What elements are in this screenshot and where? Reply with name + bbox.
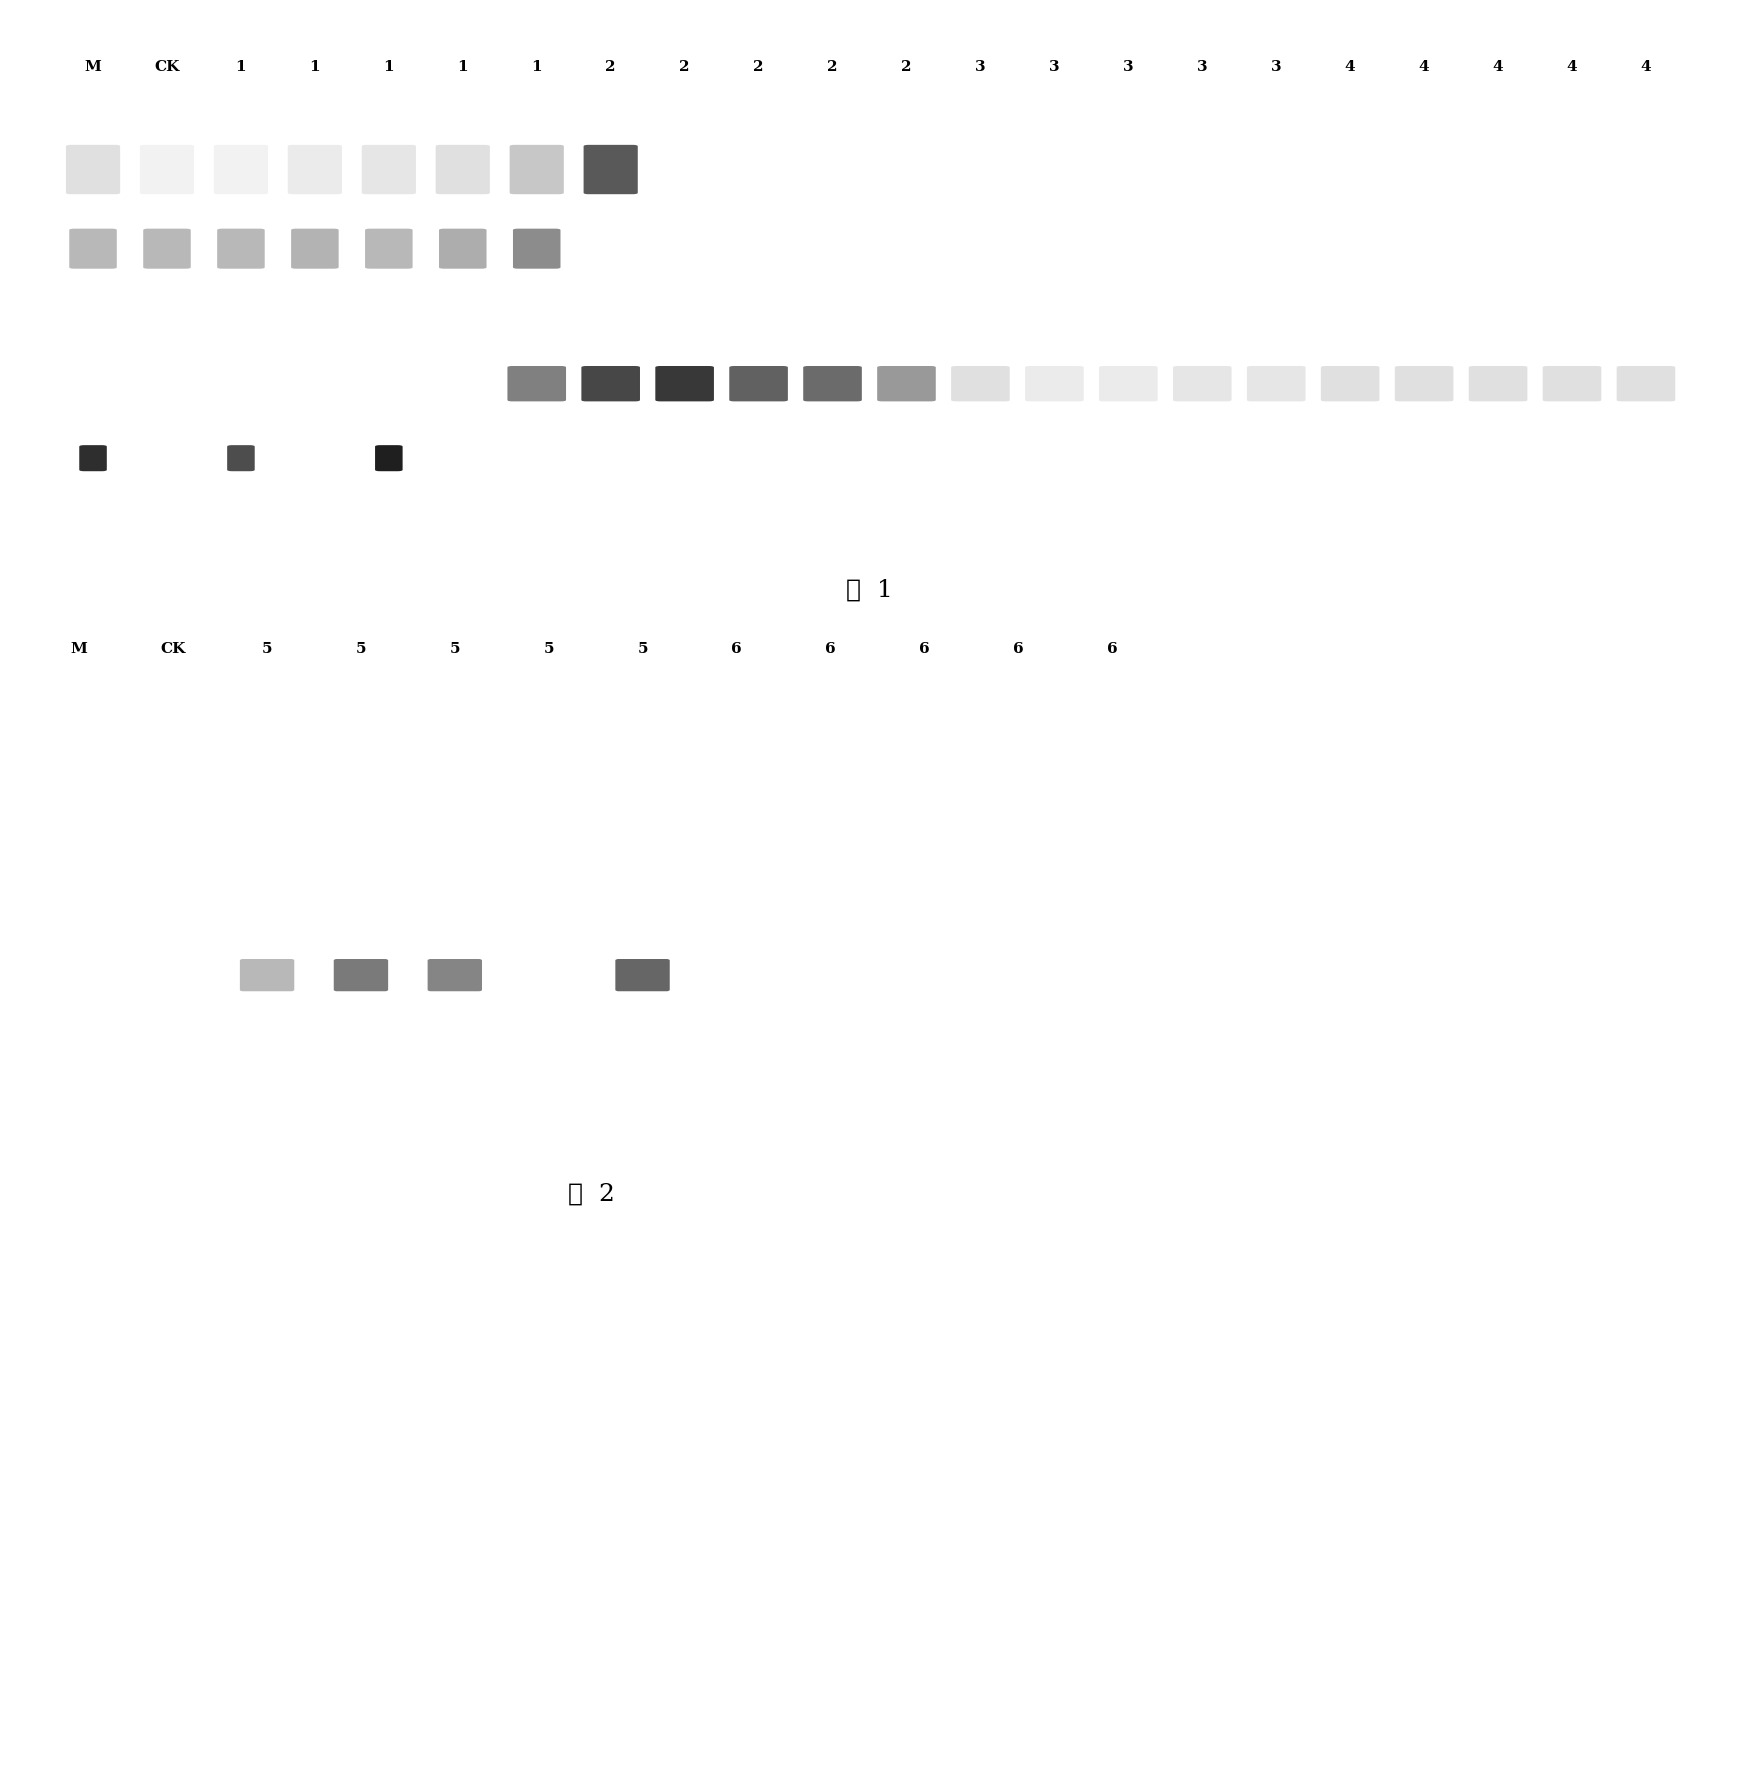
FancyBboxPatch shape: [656, 366, 715, 402]
FancyBboxPatch shape: [428, 960, 482, 992]
Text: M: M: [71, 641, 87, 656]
Text: 1: 1: [457, 60, 468, 75]
FancyBboxPatch shape: [240, 960, 294, 992]
Text: 6: 6: [1106, 641, 1116, 656]
FancyBboxPatch shape: [584, 146, 638, 194]
Text: 2: 2: [901, 60, 911, 75]
FancyBboxPatch shape: [1395, 366, 1454, 402]
Text: 4: 4: [1419, 60, 1429, 75]
Text: 4: 4: [1640, 60, 1652, 75]
Text: 3: 3: [976, 60, 986, 75]
Text: 2: 2: [605, 60, 616, 75]
FancyBboxPatch shape: [290, 229, 339, 268]
Text: 6: 6: [824, 641, 835, 656]
FancyBboxPatch shape: [334, 960, 388, 992]
FancyBboxPatch shape: [510, 146, 563, 194]
Text: 5: 5: [636, 641, 649, 656]
Text: CK: CK: [160, 641, 186, 656]
FancyBboxPatch shape: [66, 146, 120, 194]
FancyBboxPatch shape: [139, 146, 195, 194]
Text: 4: 4: [1567, 60, 1577, 75]
FancyBboxPatch shape: [876, 366, 936, 402]
FancyBboxPatch shape: [214, 146, 268, 194]
FancyBboxPatch shape: [1247, 366, 1306, 402]
Text: 2: 2: [828, 60, 838, 75]
Text: 图  2: 图 2: [569, 1183, 614, 1205]
Text: 3: 3: [1049, 60, 1059, 75]
FancyBboxPatch shape: [1469, 366, 1527, 402]
FancyBboxPatch shape: [581, 366, 640, 402]
Text: 1: 1: [532, 60, 543, 75]
Text: 6: 6: [918, 641, 929, 656]
Text: 6: 6: [730, 641, 743, 656]
FancyBboxPatch shape: [1174, 366, 1231, 402]
FancyBboxPatch shape: [228, 446, 254, 471]
Text: 图  1: 图 1: [847, 579, 892, 601]
FancyBboxPatch shape: [1099, 366, 1158, 402]
FancyBboxPatch shape: [80, 446, 106, 471]
Text: 4: 4: [1344, 60, 1355, 75]
Text: 3: 3: [1271, 60, 1282, 75]
Text: 1: 1: [310, 60, 320, 75]
FancyBboxPatch shape: [1024, 366, 1083, 402]
Text: 3: 3: [1196, 60, 1207, 75]
Text: 3: 3: [1123, 60, 1134, 75]
FancyBboxPatch shape: [70, 229, 117, 268]
Text: 2: 2: [753, 60, 763, 75]
FancyBboxPatch shape: [1322, 366, 1379, 402]
FancyBboxPatch shape: [217, 229, 264, 268]
FancyBboxPatch shape: [513, 229, 560, 268]
Text: 1: 1: [384, 60, 395, 75]
Text: 5: 5: [543, 641, 555, 656]
FancyBboxPatch shape: [143, 229, 191, 268]
FancyBboxPatch shape: [508, 366, 565, 402]
FancyBboxPatch shape: [436, 146, 490, 194]
FancyBboxPatch shape: [287, 146, 343, 194]
FancyBboxPatch shape: [365, 229, 412, 268]
Text: 4: 4: [1492, 60, 1504, 75]
Text: 5: 5: [263, 641, 273, 656]
FancyBboxPatch shape: [362, 146, 416, 194]
FancyBboxPatch shape: [803, 366, 863, 402]
Text: 6: 6: [1012, 641, 1023, 656]
Text: 2: 2: [680, 60, 690, 75]
FancyBboxPatch shape: [1617, 366, 1675, 402]
FancyBboxPatch shape: [729, 366, 788, 402]
Text: 5: 5: [450, 641, 461, 656]
FancyBboxPatch shape: [616, 960, 670, 992]
Text: M: M: [85, 60, 101, 75]
Text: 1: 1: [235, 60, 247, 75]
FancyBboxPatch shape: [951, 366, 1010, 402]
FancyBboxPatch shape: [1542, 366, 1602, 402]
Text: CK: CK: [155, 60, 179, 75]
Text: 5: 5: [356, 641, 367, 656]
FancyBboxPatch shape: [438, 229, 487, 268]
FancyBboxPatch shape: [376, 446, 403, 471]
